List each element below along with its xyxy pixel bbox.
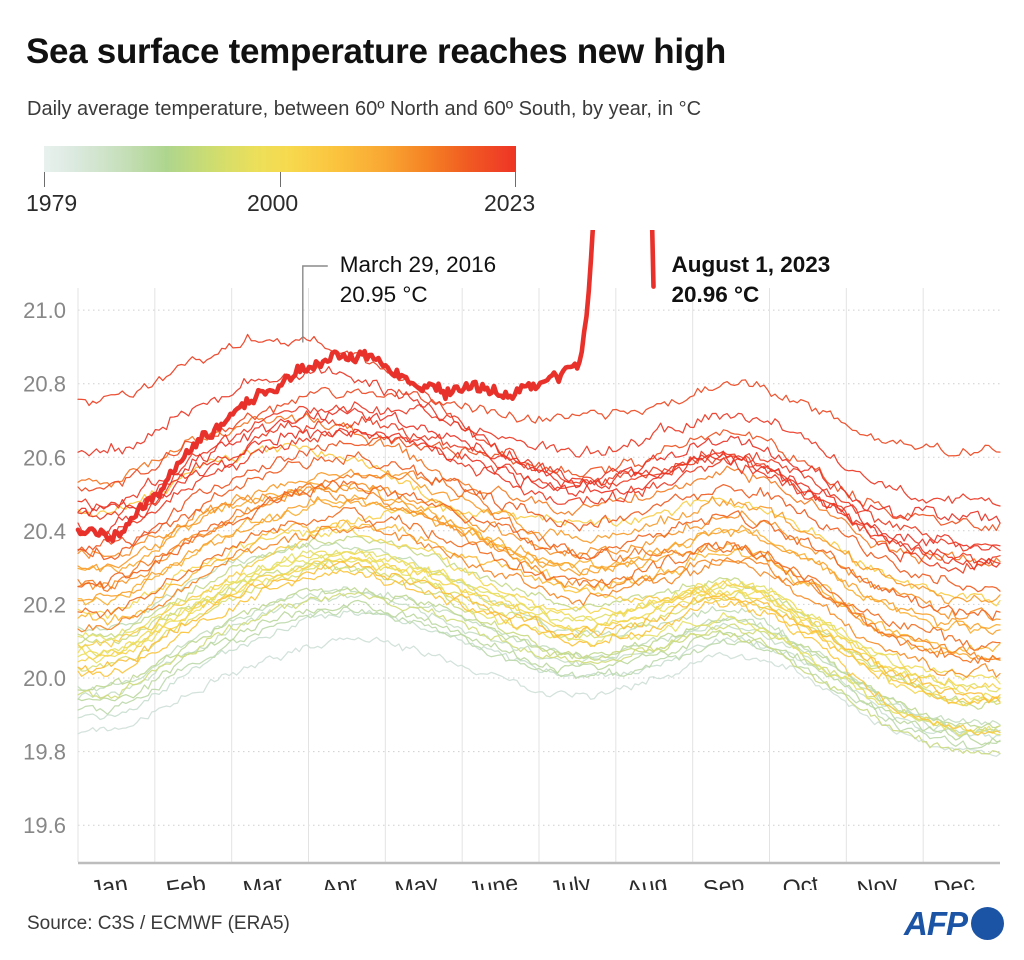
y-tick-label: 20.0	[23, 666, 66, 691]
afp-dot-icon	[971, 906, 1004, 940]
y-tick-label: 21.0	[23, 298, 66, 323]
y-axis-labels: 21.0 20.8 20.6 20.4 20.2 20.0 19.8 19.6	[23, 298, 66, 838]
x-tick-label: Jan	[89, 870, 130, 890]
series-line	[77, 559, 1001, 755]
y-tick-label: 19.6	[23, 813, 66, 838]
chart-gridlines	[77, 288, 1000, 865]
legend-label-mid: 2000	[247, 190, 299, 216]
series-line	[77, 415, 1001, 552]
y-tick-label: 20.4	[23, 519, 66, 544]
series-line	[77, 429, 1001, 565]
annotation-2023-line1: August 1, 2023	[672, 252, 831, 277]
annotation-2016-line2: 20.95 °C	[340, 282, 428, 307]
series-line	[77, 609, 1001, 740]
series-line	[77, 365, 1001, 571]
series-line	[77, 333, 1001, 574]
afp-logo: AFP	[904, 903, 1004, 943]
x-tick-label: Oct	[781, 870, 821, 890]
y-tick-label: 19.8	[23, 740, 66, 765]
chart-svg: 21.0 20.8 20.6 20.4 20.2 20.0 19.8 19.6 Jan Feb Ma…	[23, 230, 1001, 890]
source-note: Source: C3S / ECMWF (ERA5)	[27, 913, 290, 934]
series-line	[77, 412, 1001, 664]
x-tick-label: Dec	[932, 870, 976, 890]
x-axis-labels: Jan Feb Mar Apr May June July Aug Sep Oct Nov Dec	[89, 869, 977, 890]
series-line	[77, 636, 1001, 757]
series-line	[77, 465, 1001, 593]
series-line	[77, 569, 1001, 705]
series-line	[77, 482, 1001, 622]
series-line	[77, 494, 1001, 634]
series-line	[77, 468, 1001, 605]
series-line	[77, 506, 1001, 651]
page-title: Sea surface temperature reaches new high	[26, 32, 726, 71]
x-tick-label: Mar	[241, 870, 285, 890]
x-tick-label: July	[548, 870, 593, 890]
series-line	[77, 379, 1001, 492]
x-tick-label: Apr	[320, 870, 360, 890]
x-tick-label: Feb	[164, 870, 207, 890]
legend-labels: 1979 2000 2023	[26, 190, 564, 222]
series-line	[77, 486, 1001, 679]
chart-series-group	[75, 230, 1001, 757]
series-line	[77, 479, 1001, 621]
series-line	[77, 551, 1001, 737]
series-line	[77, 527, 1001, 707]
page-subtitle: Daily average temperature, between 60º N…	[27, 98, 702, 120]
temperature-chart: 21.0 20.8 20.6 20.4 20.2 20.0 19.8 19.6 Jan Feb Ma…	[0, 230, 1024, 890]
x-tick-label: May	[393, 870, 440, 890]
x-tick-label: June	[466, 869, 519, 890]
chart-annotations: March 29, 2016 20.95 °C August 1, 2023 20.9…	[302, 252, 831, 343]
series-line	[77, 496, 1001, 635]
legend-label-end: 2023	[484, 190, 536, 216]
series-line	[77, 591, 1001, 734]
series-line	[77, 401, 1001, 512]
series-line-highlight	[75, 230, 656, 544]
annotation-2023-line2: 20.96 °C	[672, 282, 760, 307]
y-tick-label: 20.8	[23, 372, 66, 397]
series-line	[77, 442, 1001, 736]
legend-ticks	[44, 172, 516, 188]
series-line	[77, 556, 1001, 700]
series-line	[77, 451, 1001, 593]
x-tick-label: Nov	[855, 870, 900, 890]
year-color-legend: 1979 2000 2023	[26, 146, 535, 216]
legend-gradient-bar	[44, 146, 516, 172]
afp-wordmark: AFP	[904, 904, 968, 942]
series-line	[77, 407, 1001, 524]
series-line	[77, 599, 1001, 746]
y-tick-label: 20.6	[23, 445, 66, 470]
x-tick-label: Aug	[625, 870, 670, 890]
x-tick-label: Sep	[701, 870, 746, 890]
series-line	[77, 427, 1001, 551]
legend-label-start: 1979	[26, 190, 78, 216]
annotation-2016-line1: March 29, 2016	[340, 252, 496, 277]
series-line	[77, 560, 1001, 704]
y-tick-label: 20.2	[23, 592, 66, 617]
annotation-leader-line	[302, 265, 328, 343]
